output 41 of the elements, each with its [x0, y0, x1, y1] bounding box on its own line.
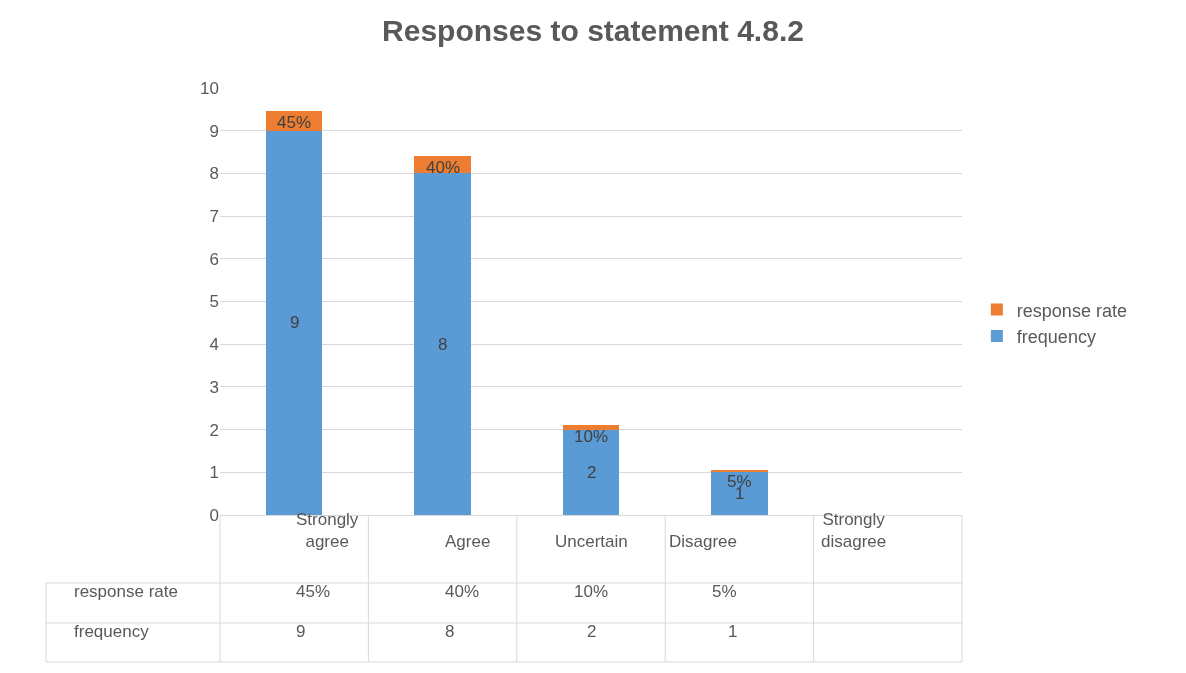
x-tick-label: Strongly agree	[296, 510, 359, 552]
y-tick-label: 3	[209, 377, 219, 397]
text: 2	[587, 463, 597, 482]
x-tick-label: Uncertain	[555, 532, 628, 551]
data-label: 8	[445, 622, 455, 641]
y-tick-label: 2	[209, 420, 219, 440]
data-label: 1	[728, 622, 738, 641]
y-tick-label: 7	[209, 207, 219, 227]
legend-label: frequency	[1016, 326, 1096, 347]
text: 10%	[574, 427, 609, 446]
bar	[266, 130, 323, 515]
y-tick-label: 5	[209, 292, 219, 312]
text: frequency	[74, 622, 149, 641]
text: 45%	[277, 113, 312, 132]
y-tick-label: 6	[209, 249, 219, 269]
legend-label: response rate	[1016, 300, 1127, 321]
y-tick-label: 1	[209, 463, 219, 483]
y-tick-label: 4	[209, 335, 219, 355]
chart-title: Responses to statement 4.8.2	[382, 14, 804, 48]
text: 40%	[426, 158, 461, 177]
y-tick-label: 10	[200, 78, 219, 98]
x-tick-label: Strongly disagree	[821, 510, 887, 552]
y-tick-label: 9	[209, 121, 219, 141]
x-tick-label: Agree	[445, 532, 491, 551]
text: response rate	[74, 582, 178, 601]
bar	[711, 472, 768, 515]
data-label: 40%	[445, 582, 480, 601]
y-tick-label: 0	[209, 505, 219, 525]
bar	[711, 470, 768, 473]
data-label: 45%	[296, 582, 331, 601]
text: 8	[438, 335, 448, 354]
data-label: 5%	[712, 582, 737, 601]
data-label: 2	[587, 622, 597, 641]
x-tick-label: Disagree	[669, 532, 738, 551]
data-label: 9	[296, 622, 306, 641]
bar	[414, 173, 471, 515]
data-label: 10%	[574, 582, 609, 601]
text: 9	[290, 313, 300, 332]
y-tick-label: 8	[209, 164, 219, 184]
bar	[562, 429, 620, 515]
bar	[562, 425, 620, 430]
